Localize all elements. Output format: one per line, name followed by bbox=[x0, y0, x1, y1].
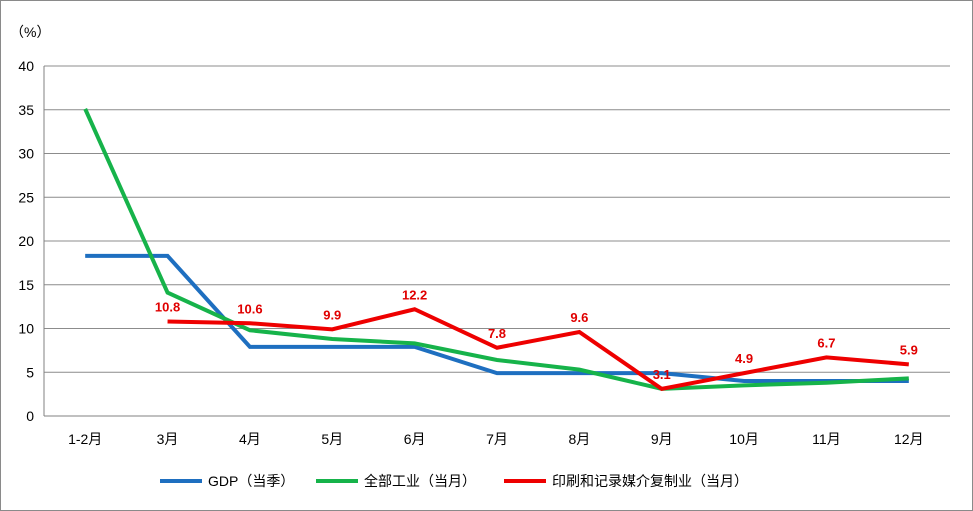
data-label: 9.6 bbox=[570, 310, 588, 325]
x-tick-label: 3月 bbox=[157, 431, 179, 447]
y-tick-label: 40 bbox=[18, 58, 34, 74]
legend-label: GDP（当季） bbox=[208, 473, 294, 489]
data-label: 3.1 bbox=[653, 367, 671, 382]
x-tick-label: 6月 bbox=[404, 431, 426, 447]
data-label: 10.6 bbox=[237, 301, 262, 316]
y-tick-label: 20 bbox=[18, 233, 34, 249]
x-tick-label: 10月 bbox=[729, 431, 759, 447]
legend-label: 印刷和记录媒介复制业（当月） bbox=[552, 473, 748, 489]
y-axis-unit: （%） bbox=[10, 24, 50, 40]
x-tick-label: 8月 bbox=[568, 431, 590, 447]
x-tick-labels: 1-2月 3月 4月 5月 6月 7月 8月 9月 10月 11月 12月 bbox=[68, 431, 924, 447]
data-labels: 10.8 10.6 9.9 12.2 7.8 9.6 3.1 4.9 6.7 5.9 bbox=[155, 287, 918, 382]
data-label: 12.2 bbox=[402, 287, 427, 302]
series-line-1 bbox=[83, 108, 909, 391]
y-tick-label: 25 bbox=[18, 189, 34, 205]
data-label: 7.8 bbox=[488, 326, 506, 341]
x-tick-label: 12月 bbox=[894, 431, 924, 447]
data-label: 10.8 bbox=[155, 300, 180, 315]
data-label: 4.9 bbox=[735, 351, 753, 366]
y-tick-label: 10 bbox=[18, 321, 34, 337]
y-tick-labels: 0 5 10 15 20 25 30 35 40 bbox=[18, 58, 34, 424]
y-tick-label: 5 bbox=[26, 364, 34, 380]
x-tick-label: 9月 bbox=[651, 431, 673, 447]
x-tick-label: 1-2月 bbox=[68, 431, 102, 447]
series-line-0 bbox=[85, 253, 909, 383]
series-lines bbox=[83, 108, 909, 391]
x-tick-label: 4月 bbox=[239, 431, 261, 447]
legend-label: 全部工业（当月） bbox=[364, 473, 476, 489]
data-label: 9.9 bbox=[323, 307, 341, 322]
data-label: 6.7 bbox=[817, 335, 835, 350]
y-tick-label: 35 bbox=[18, 102, 34, 118]
data-label: 5.9 bbox=[900, 342, 918, 357]
series-line-2 bbox=[167, 307, 909, 391]
x-tick-label: 11月 bbox=[812, 431, 841, 447]
y-tick-label: 30 bbox=[18, 146, 34, 162]
y-tick-label: 15 bbox=[18, 277, 34, 293]
x-tick-label: 7月 bbox=[486, 431, 508, 447]
gridlines bbox=[43, 65, 950, 417]
x-tick-label: 5月 bbox=[321, 431, 343, 447]
legend: GDP（当季） 全部工业（当月） 印刷和记录媒介复制业（当月） bbox=[160, 473, 748, 489]
y-tick-label: 0 bbox=[26, 408, 34, 424]
